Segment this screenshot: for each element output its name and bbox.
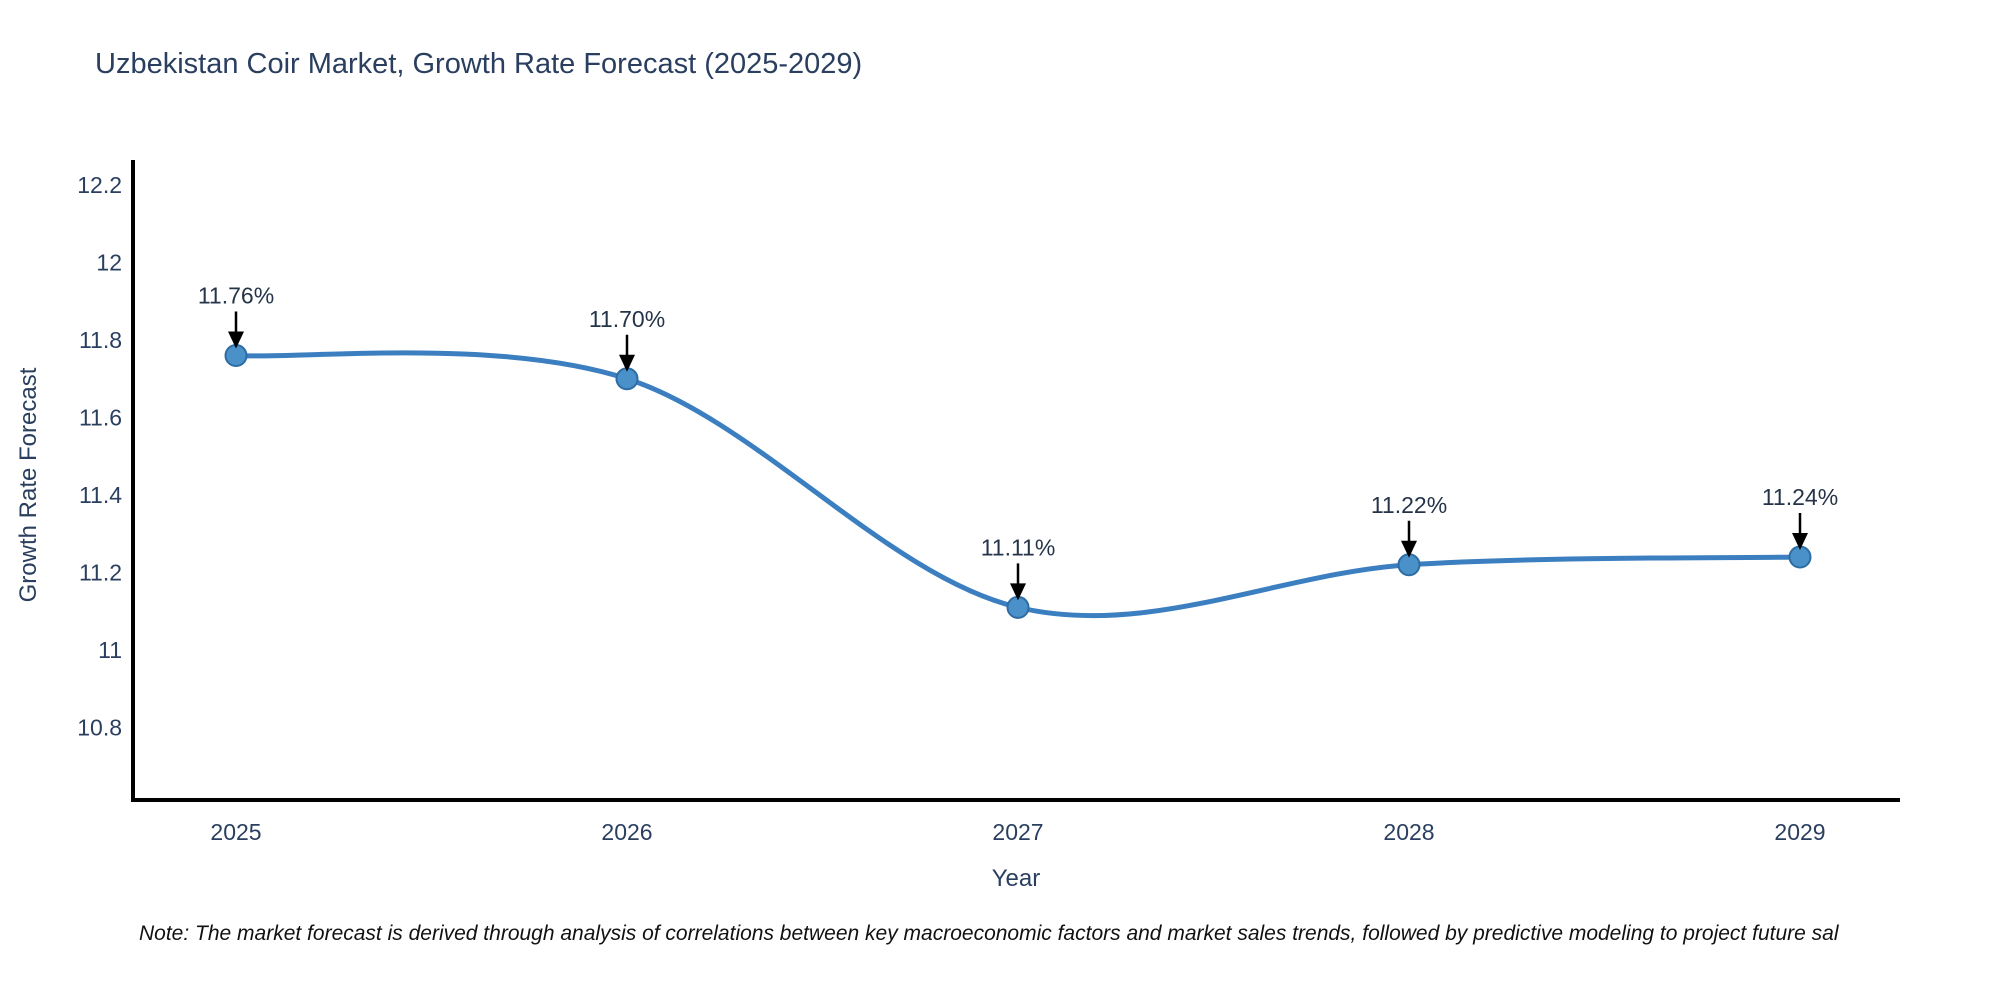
y-tick-label: 12: [96, 250, 122, 276]
y-tick-label: 11.2: [79, 560, 122, 586]
y-axis-title: Growth Rate Forecast: [15, 367, 42, 602]
annotation-label: 11.11%: [981, 534, 1056, 560]
chart-title: Uzbekistan Coir Market, Growth Rate Fore…: [95, 48, 863, 80]
y-tick-label: 11.6: [79, 405, 122, 431]
y-tick-label: 11: [98, 637, 122, 663]
y-tick-label: 11.4: [79, 482, 122, 508]
annotation-arrowhead-icon: [1792, 533, 1808, 550]
annotation-label: 11.76%: [198, 283, 274, 309]
x-tick-label: 2025: [210, 819, 261, 845]
annotation-label: 11.24%: [1762, 484, 1838, 510]
annotation-arrowhead-icon: [1401, 540, 1417, 558]
annotation-label: 11.70%: [589, 306, 665, 332]
plot-area[interactable]: [133, 160, 1900, 800]
x-axis-ticks: 2025 2026 2027 2028 2029: [210, 819, 1825, 845]
footnote: Note: The market forecast is derived thr…: [139, 922, 1839, 945]
x-tick-label: 2029: [1774, 819, 1825, 845]
y-tick-label: 12.2: [77, 172, 122, 198]
growth-rate-series: [224, 344, 1812, 619]
x-axis-title: Year: [992, 865, 1041, 892]
point-annotations: 11.76% 11.70% 11.11% 11.22% 11.24%: [198, 283, 1838, 601]
annotation-label: 11.22%: [1371, 492, 1447, 518]
y-tick-label: 10.8: [77, 715, 122, 741]
y-axis-ticks: 10.8 11 11.2 11.4 11.6 11.8 12 12.2: [77, 172, 122, 741]
x-tick-label: 2027: [992, 819, 1043, 845]
annotation-arrowhead-icon: [1010, 583, 1026, 601]
x-tick-label: 2028: [1383, 819, 1434, 845]
y-tick-label: 11.8: [79, 327, 122, 353]
annotation-arrowhead-icon: [619, 354, 635, 372]
x-tick-label: 2026: [601, 819, 652, 845]
annotation-arrowhead-icon: [228, 331, 244, 349]
